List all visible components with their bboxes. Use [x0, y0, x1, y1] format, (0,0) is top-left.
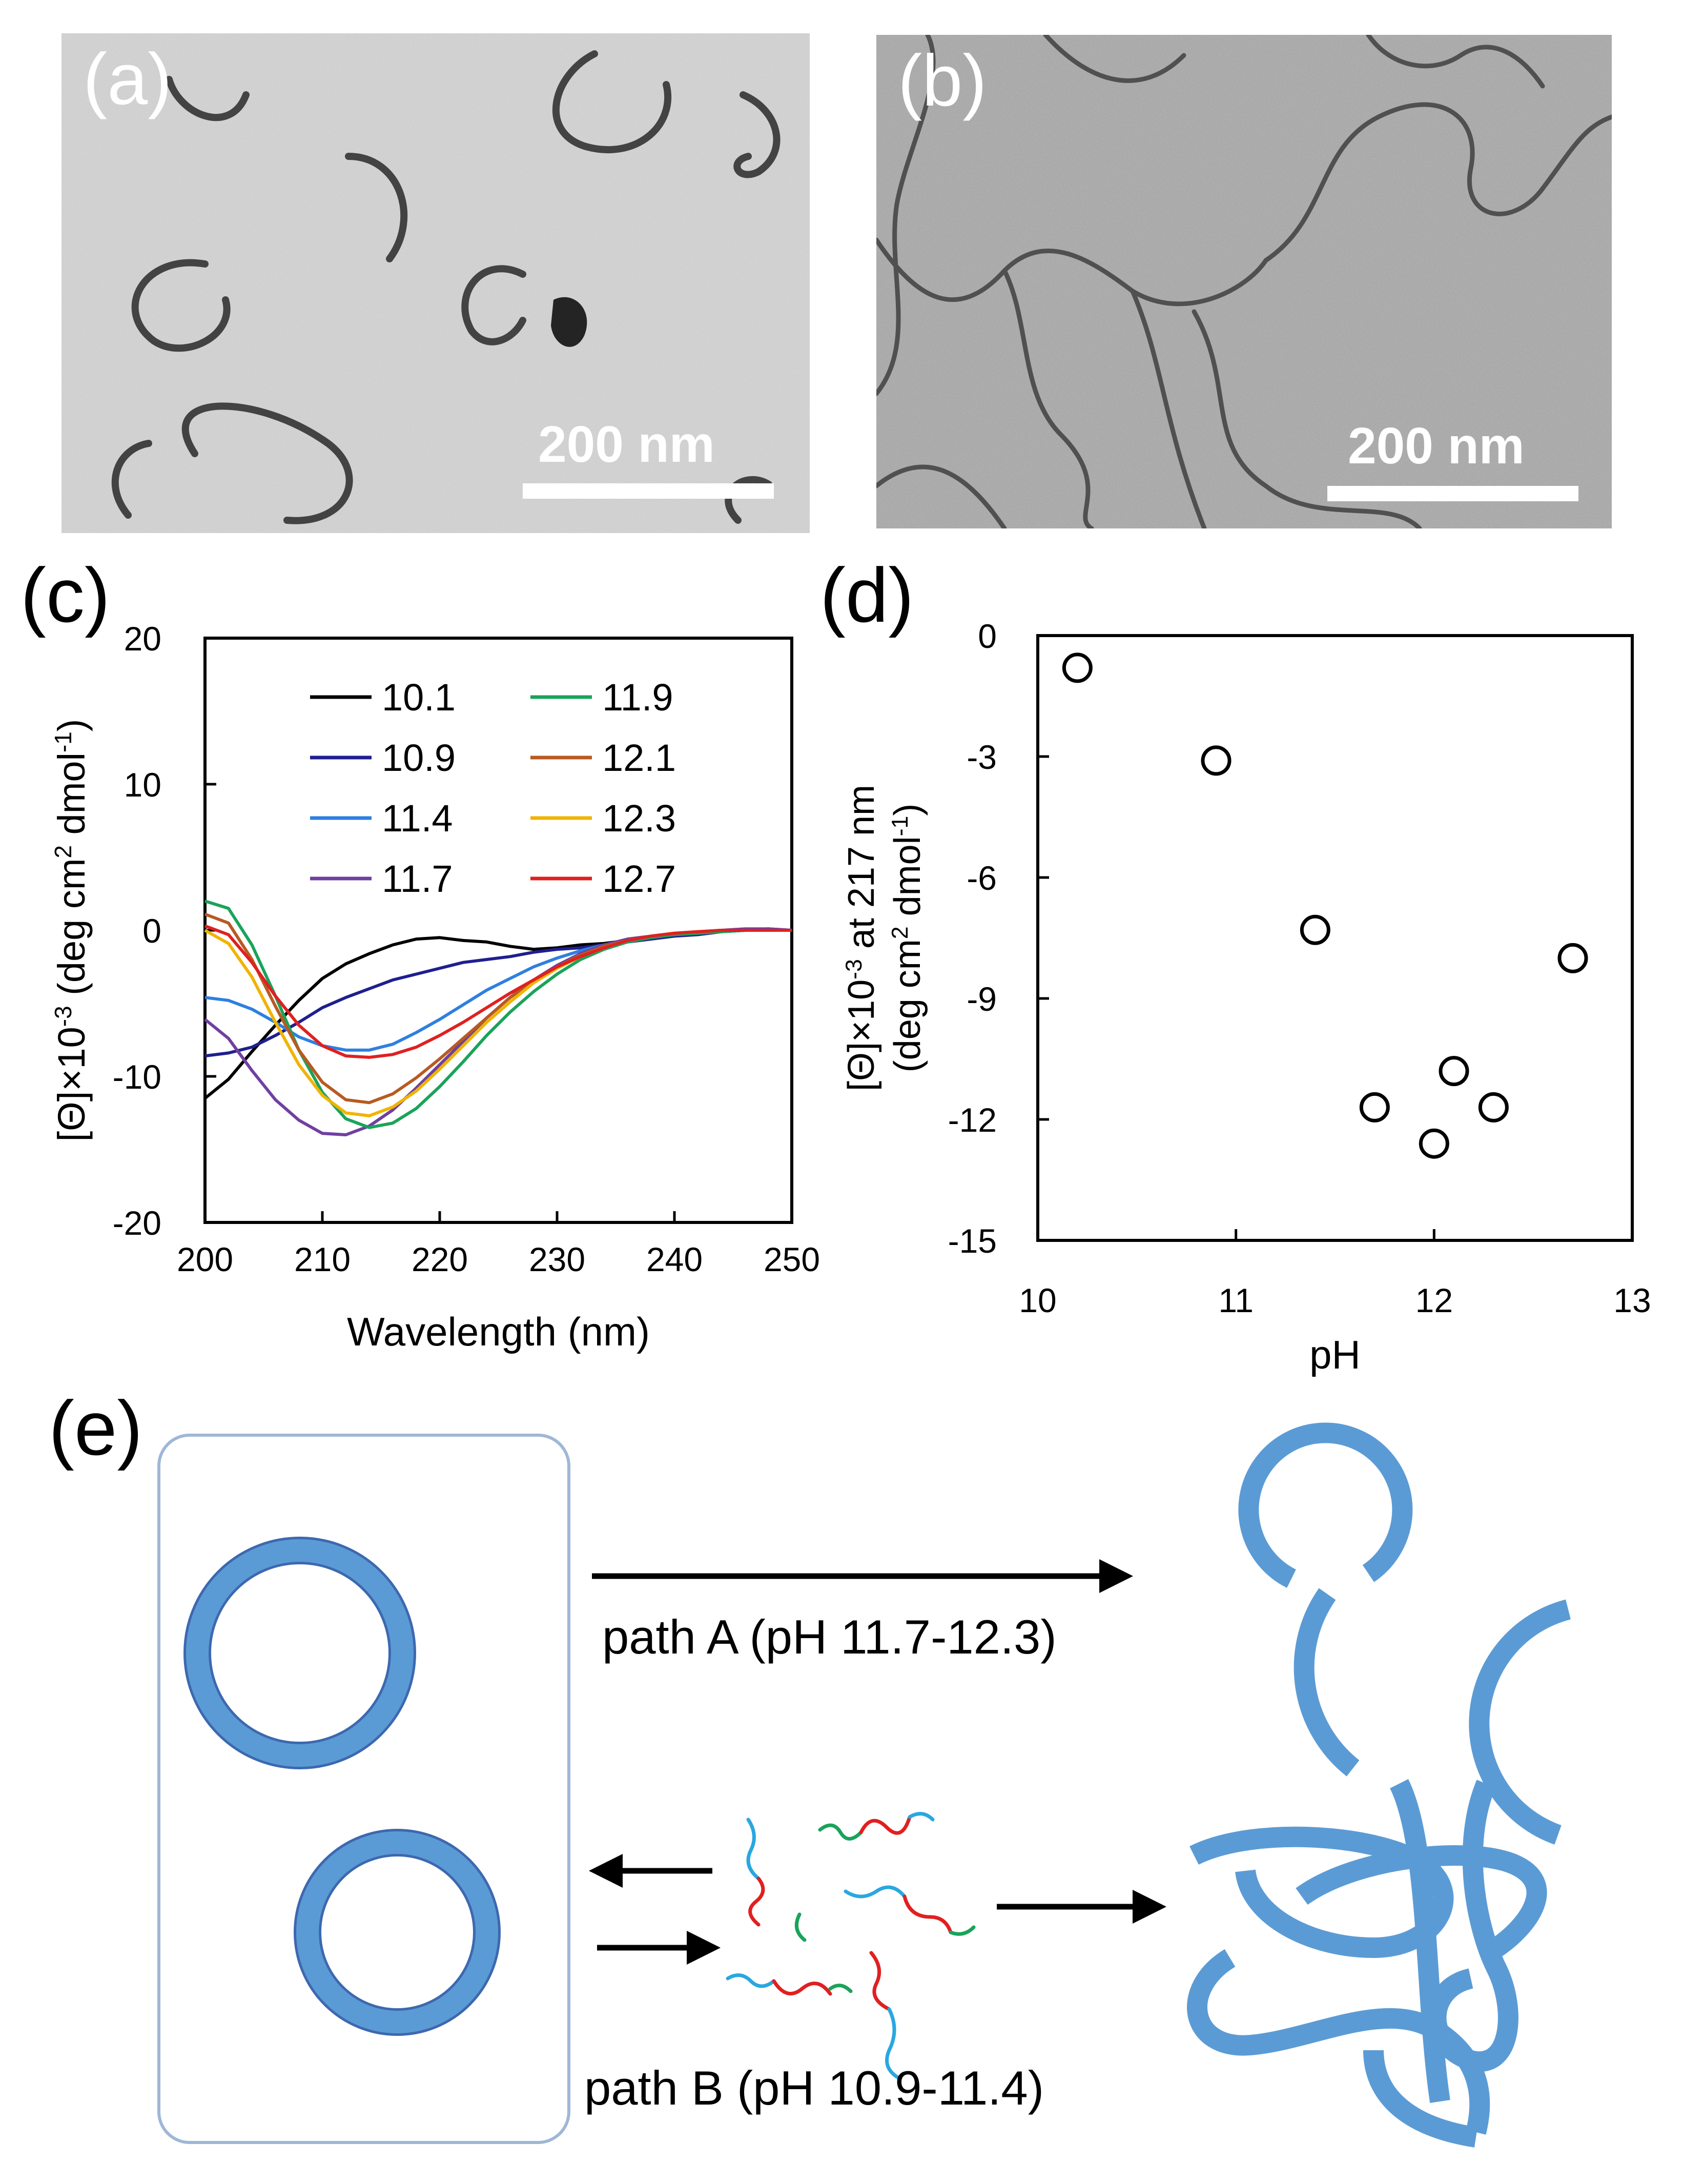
data-point	[1478, 1092, 1509, 1122]
panel-label-c: (c)	[20, 552, 110, 638]
legend-label-12.3: 12.3	[602, 797, 676, 840]
series-line-10.9	[204, 927, 792, 1058]
y-axis-label-d-line1: [Θ]×10-3 at 217 nm	[841, 785, 882, 1091]
peptide-monomers	[726, 1812, 976, 2080]
panel-label-e: (e)	[49, 1385, 143, 1471]
micrograph-b: (b) 200 nm	[876, 35, 1612, 528]
legend-label-11.4: 11.4	[382, 797, 453, 840]
panel-label-b: (b)	[898, 40, 987, 121]
y-tick-label-c: 10	[124, 766, 161, 804]
vesicle-bottom-fill	[296, 1831, 498, 2033]
series-line-12.3	[204, 929, 792, 1117]
panel-label-a: (a)	[83, 38, 172, 120]
plot-frame-d	[1036, 634, 1634, 1242]
legend-label-11.7: 11.7	[382, 858, 453, 900]
data-point	[1201, 745, 1232, 776]
scale-bar-b	[1327, 486, 1578, 501]
y-axis-label-d-line2: (deg cm2 dmol-1)	[887, 804, 928, 1073]
scale-label-b: 200 nm	[1348, 417, 1525, 475]
x-tick-label-d: 12	[1415, 1281, 1453, 1319]
vesicle-top-fill	[186, 1539, 414, 1767]
y-tick-label-d: -15	[948, 1222, 997, 1260]
data-point	[1300, 914, 1330, 945]
series-line-11.9	[204, 900, 792, 1129]
series-line-12.7	[204, 924, 792, 1059]
y-tick-label-d: -12	[948, 1101, 997, 1139]
vesicle-box	[157, 1434, 570, 2144]
series-line-11.7	[204, 927, 792, 1136]
x-tick-label-d: 11	[1218, 1281, 1254, 1319]
scale-label-a: 200 nm	[538, 416, 715, 473]
legend-label-11.9: 11.9	[602, 676, 673, 719]
path-a-label: path A (pH 11.7-12.3)	[602, 1610, 1057, 1664]
legend-label-12.1: 12.1	[602, 737, 676, 779]
entangled-fibers	[1187, 1779, 1547, 2148]
data-point	[1439, 1056, 1469, 1087]
x-tick-label-c: 210	[294, 1240, 351, 1278]
broken-vesicles	[1238, 1422, 1571, 1845]
micrograph-a-image	[61, 33, 810, 533]
y-axis-label-c: [Θ]×10-3 (deg cm2 dmol-1)	[50, 719, 93, 1142]
micrograph-b-image	[876, 35, 1612, 528]
plot-frame-c	[203, 637, 793, 1224]
y-tick-label-c: 20	[124, 620, 161, 658]
x-axis-label-d: pH	[1309, 1332, 1361, 1377]
micrograph-a: (a) 200 nm	[61, 33, 810, 533]
y-tick-label-d: 0	[978, 617, 997, 655]
data-point	[1359, 1092, 1390, 1122]
scale-bar-a	[523, 483, 774, 499]
x-tick-label-c: 240	[646, 1240, 703, 1278]
series-line-12.1	[204, 912, 792, 1105]
legend-label-12.7: 12.7	[602, 858, 676, 900]
legend-label-10.9: 10.9	[382, 737, 456, 779]
x-tick-label-d: 10	[1019, 1281, 1056, 1319]
data-point	[1062, 652, 1093, 683]
vesicle-top	[183, 1537, 416, 1769]
x-tick-label-c: 220	[412, 1240, 468, 1278]
vesicle-bottom	[294, 1829, 501, 2036]
series-line-10.1	[204, 929, 792, 1100]
data-point	[1557, 943, 1588, 973]
path-b-label: path B (pH 10.9-11.4)	[584, 2061, 1044, 2115]
series-line-11.4	[204, 927, 792, 1052]
x-tick-label-c: 250	[764, 1240, 820, 1278]
y-tick-label-d: -3	[967, 738, 997, 776]
x-tick-label-c: 200	[177, 1240, 233, 1278]
legend-label-10.1: 10.1	[382, 676, 456, 719]
data-point	[1419, 1128, 1449, 1159]
y-tick-label-d: -9	[967, 980, 997, 1018]
x-tick-label-d: 13	[1613, 1281, 1651, 1319]
panel-label-d: (d)	[820, 552, 914, 638]
x-axis-label-c: Wavelength (nm)	[347, 1309, 650, 1354]
y-tick-label-c: -10	[113, 1058, 161, 1096]
y-tick-label-d: -6	[967, 859, 997, 897]
x-tick-label-c: 230	[529, 1240, 585, 1278]
y-tick-label-c: -20	[113, 1204, 161, 1242]
y-tick-label-c: 0	[142, 912, 161, 950]
